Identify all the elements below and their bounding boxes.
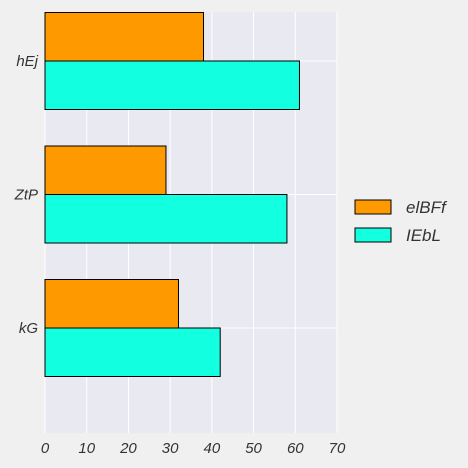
y-tick-label: kG — [19, 320, 39, 337]
bar-IEbL-hEj — [44, 60, 300, 110]
legend-item-IEbL: IEbL — [354, 226, 441, 245]
bar-elBFf-kG — [44, 279, 179, 329]
x-axis-tick-labels: 0 10 20 30 40 50 60 70 — [41, 440, 346, 457]
x-tick-label: 40 — [204, 440, 221, 457]
y-tick-label: hEj — [16, 53, 38, 70]
x-tick-label: 60 — [287, 440, 304, 457]
bars — [44, 12, 300, 377]
legend-label: elBFf — [406, 198, 448, 217]
legend-swatch — [354, 199, 392, 215]
bar-IEbL-ZtP — [44, 194, 288, 244]
y-tick-label: ZtP — [14, 187, 38, 204]
x-tick-label: 70 — [329, 440, 346, 457]
legend-label: IEbL — [406, 226, 441, 245]
bar-elBFf-ZtP — [44, 145, 167, 195]
legend-swatch — [354, 227, 392, 243]
x-tick-label: 50 — [245, 440, 262, 457]
x-tick-label: 30 — [162, 440, 179, 457]
y-axis-tick-labels: hEj ZtP kG — [14, 53, 39, 337]
legend: elBFf IEbL — [354, 198, 448, 245]
bar-IEbL-kG — [44, 327, 221, 377]
x-tick-label: 20 — [119, 440, 137, 457]
x-tick-label: 10 — [78, 440, 95, 457]
legend-item-elBFf: elBFf — [354, 198, 448, 217]
bar-elBFf-hEj — [44, 12, 205, 62]
x-tick-label: 0 — [41, 440, 50, 457]
